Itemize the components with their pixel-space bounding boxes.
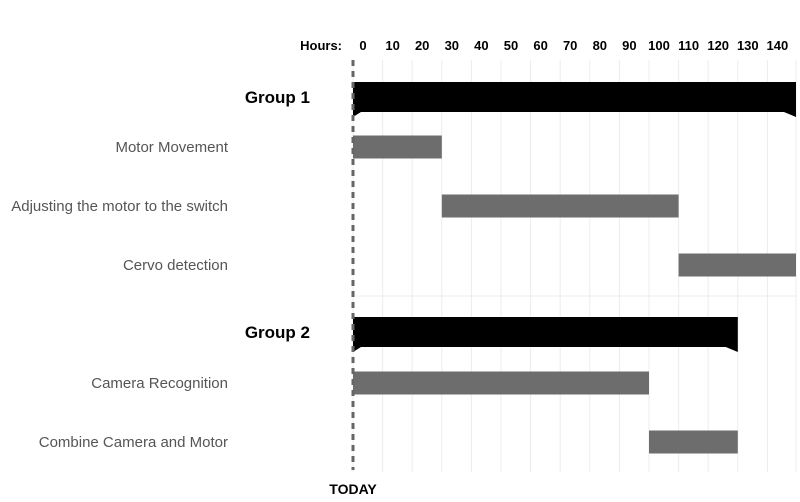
x-tick-label-6: 60 — [533, 38, 547, 53]
task-bar — [678, 253, 796, 277]
x-tick-label-9: 90 — [622, 38, 636, 53]
x-tick-label-14: 140 — [767, 38, 789, 53]
group-label: Group 2 — [245, 323, 310, 342]
x-tick-label-5: 50 — [504, 38, 518, 53]
x-tick-label-0: 0 — [359, 38, 366, 53]
x-tick-label-12: 120 — [707, 38, 729, 53]
x-axis-ticks: Hours: 0 10 20 30 40 50 60 70 80 90 100 110 120 130 14… — [300, 38, 788, 53]
group-bar-2 — [353, 317, 738, 352]
task-label: Cervo detection — [123, 257, 228, 274]
task-label: Combine Camera and Motor — [39, 434, 228, 451]
task-bar — [441, 194, 679, 218]
x-tick-label-13: 130 — [737, 38, 759, 53]
bars — [353, 82, 796, 454]
x-tick-label-7: 70 — [563, 38, 577, 53]
task-label: Motor Movement — [115, 139, 228, 156]
x-tick-label-4: 40 — [474, 38, 488, 53]
task-label: Adjusting the motor to the switch — [11, 198, 228, 215]
row-labels: Group 1 Motor Movement Adjusting the motor… — [11, 88, 310, 451]
x-tick-label-1: 10 — [385, 38, 399, 53]
x-tick-label-2: 20 — [415, 38, 429, 53]
x-axis-title: Hours: — [300, 38, 342, 53]
group-bar-1 — [353, 82, 796, 117]
group-label: Group 1 — [245, 88, 310, 107]
today-label: TODAY — [329, 481, 377, 497]
x-tick-label-10: 100 — [648, 38, 670, 53]
task-bar — [649, 430, 738, 454]
today-marker: TODAY — [329, 60, 377, 497]
x-tick-label-11: 110 — [678, 38, 699, 53]
x-tick-label-8: 80 — [593, 38, 607, 53]
x-tick-label-3: 30 — [445, 38, 459, 53]
task-label: Camera Recognition — [91, 375, 228, 392]
task-bar — [353, 135, 442, 159]
task-bar — [353, 371, 649, 395]
